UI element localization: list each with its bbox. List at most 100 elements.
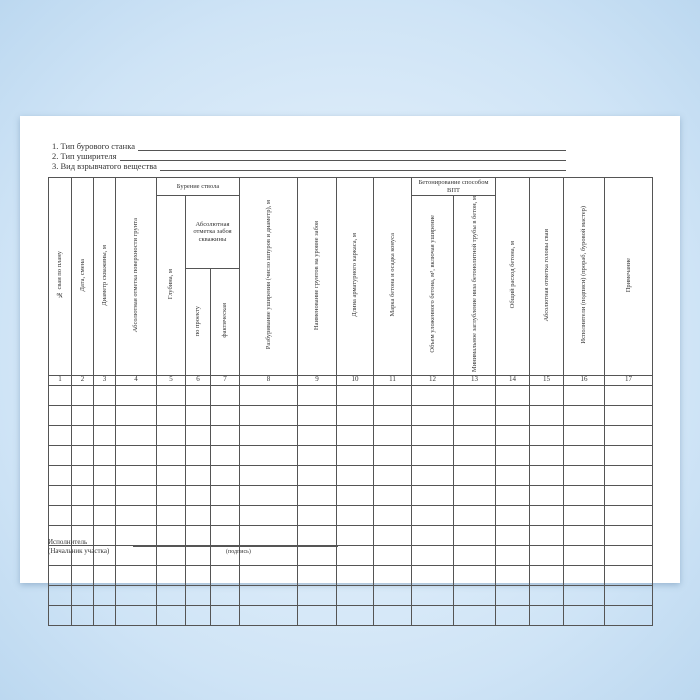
table-cell[interactable] [209,584,241,606]
table-cell[interactable] [156,544,186,566]
table-cell[interactable] [71,484,94,506]
table-cell[interactable] [336,504,375,526]
table-cell[interactable] [336,584,375,606]
table-cell[interactable] [48,444,72,466]
table-cell[interactable] [529,544,565,566]
table-cell[interactable] [209,384,241,406]
table-cell[interactable] [185,584,211,606]
table-cell[interactable] [373,484,413,506]
table-cell[interactable] [604,564,654,586]
table-cell[interactable] [529,444,565,466]
table-cell[interactable] [529,604,565,626]
table-cell[interactable] [185,424,211,446]
table-cell[interactable] [93,384,116,406]
table-cell[interactable] [563,404,606,426]
table-cell[interactable] [93,564,116,586]
table-cell[interactable] [529,584,565,606]
table-cell[interactable] [239,484,299,506]
table-cell[interactable] [209,504,241,526]
table-cell[interactable] [239,424,299,446]
table-cell[interactable] [71,504,94,526]
table-cell[interactable] [336,544,375,566]
table-cell[interactable] [529,524,565,546]
field-explosive-type[interactable]: 3. Вид взрывчатого вещества [52,161,566,171]
table-cell[interactable] [453,564,497,586]
table-cell[interactable] [373,404,413,426]
table-cell[interactable] [185,564,211,586]
table-cell[interactable] [48,404,72,426]
table-cell[interactable] [529,424,565,446]
table-cell[interactable] [453,604,497,626]
signature-line[interactable] [133,546,338,547]
table-cell[interactable] [185,504,211,526]
table-cell[interactable] [185,384,211,406]
table-cell[interactable] [156,424,186,446]
table-cell[interactable] [495,384,531,406]
table-cell[interactable] [495,444,531,466]
table-cell[interactable] [297,564,338,586]
table-cell[interactable] [453,464,497,486]
table-cell[interactable] [411,604,455,626]
table-cell[interactable] [563,524,606,546]
table-cell[interactable] [156,404,186,426]
table-cell[interactable] [115,504,157,526]
table-cell[interactable] [373,544,413,566]
table-cell[interactable] [297,584,338,606]
table-cell[interactable] [411,404,455,426]
table-cell[interactable] [185,404,211,426]
table-cell[interactable] [239,584,299,606]
table-cell[interactable] [115,584,157,606]
table-cell[interactable] [529,384,565,406]
table-cell[interactable] [48,484,72,506]
table-cell[interactable] [93,424,116,446]
table-cell[interactable] [185,604,211,626]
table-cell[interactable] [563,504,606,526]
table-cell[interactable] [373,504,413,526]
table-cell[interactable] [71,404,94,426]
table-cell[interactable] [373,444,413,466]
table-cell[interactable] [373,564,413,586]
table-cell[interactable] [156,604,186,626]
table-cell[interactable] [115,464,157,486]
table-cell[interactable] [93,484,116,506]
table-cell[interactable] [48,464,72,486]
table-cell[interactable] [453,424,497,446]
table-cell[interactable] [411,484,455,506]
table-cell[interactable] [411,584,455,606]
table-cell[interactable] [495,424,531,446]
table-cell[interactable] [115,444,157,466]
table-cell[interactable] [209,524,241,546]
table-cell[interactable] [48,604,72,626]
table-cell[interactable] [563,564,606,586]
table-cell[interactable] [156,444,186,466]
table-cell[interactable] [336,524,375,546]
table-cell[interactable] [297,544,338,566]
table-cell[interactable] [563,384,606,406]
table-cell[interactable] [209,604,241,626]
table-cell[interactable] [336,564,375,586]
table-cell[interactable] [297,484,338,506]
table-cell[interactable] [156,484,186,506]
table-cell[interactable] [71,424,94,446]
table-cell[interactable] [529,504,565,526]
table-cell[interactable] [297,504,338,526]
table-cell[interactable] [185,524,211,546]
table-cell[interactable] [373,604,413,626]
table-cell[interactable] [604,604,654,626]
table-cell[interactable] [297,404,338,426]
table-cell[interactable] [495,484,531,506]
table-cell[interactable] [563,444,606,466]
field-rig-type[interactable]: 1. Тип бурового станка [52,141,566,151]
table-cell[interactable] [563,424,606,446]
table-cell[interactable] [495,584,531,606]
table-cell[interactable] [373,464,413,486]
table-cell[interactable] [239,464,299,486]
table-cell[interactable] [604,584,654,606]
table-cell[interactable] [529,564,565,586]
table-cell[interactable] [495,524,531,546]
table-cell[interactable] [495,544,531,566]
table-cell[interactable] [604,444,654,466]
table-cell[interactable] [71,444,94,466]
table-cell[interactable] [411,444,455,466]
table-cell[interactable] [297,424,338,446]
